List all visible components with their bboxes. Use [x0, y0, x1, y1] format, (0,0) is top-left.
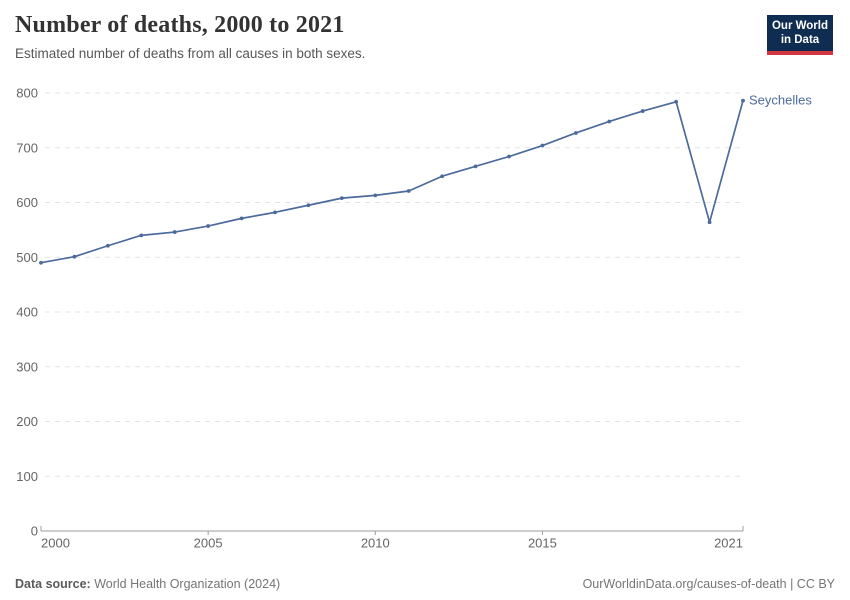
y-tick-label-300: 300	[16, 359, 38, 374]
data-point-2013[interactable]	[473, 164, 478, 169]
page-title: Number of deaths, 2000 to 2021	[15, 12, 345, 38]
x-tick-label-2005: 2005	[194, 536, 223, 551]
data-point-2011[interactable]	[406, 189, 411, 193]
data-point-2006[interactable]	[239, 216, 244, 221]
data-point-2021[interactable]	[741, 98, 745, 103]
x-tick-label-2021: 2021	[714, 536, 743, 551]
data-point-2002[interactable]	[105, 243, 110, 248]
chart-header: Number of deaths, 2000 to 2021 Estimated…	[15, 12, 365, 61]
data-point-2015[interactable]	[540, 143, 545, 148]
x-tick-label-2015: 2015	[528, 536, 557, 551]
y-tick-label-200: 200	[16, 414, 38, 429]
x-tick-label-2000: 2000	[41, 536, 70, 551]
y-tick-label-600: 600	[16, 195, 38, 210]
data-point-2016[interactable]	[573, 131, 578, 135]
data-point-2010[interactable]	[373, 193, 378, 198]
data-point-2000[interactable]	[39, 260, 43, 265]
chart-subtitle: Estimated number of deaths from all caus…	[15, 46, 366, 61]
data-source: Data source: World Health Organization (…	[15, 577, 280, 591]
data-point-2009[interactable]	[339, 196, 344, 201]
y-tick-label-700: 700	[16, 140, 38, 155]
data-point-2012[interactable]	[440, 174, 445, 179]
y-tick-label-100: 100	[16, 469, 38, 484]
data-point-2004[interactable]	[172, 230, 177, 234]
y-tick-label-800: 800	[16, 86, 38, 101]
data-point-2019[interactable]	[674, 99, 679, 104]
data-point-2020[interactable]	[707, 220, 712, 225]
data-point-2014[interactable]	[507, 154, 511, 159]
data-point-2001[interactable]	[72, 254, 77, 259]
data-source-value: World Health Organization (2024)	[94, 577, 281, 591]
data-point-2003[interactable]	[139, 233, 144, 238]
data-point-2018[interactable]	[640, 109, 645, 113]
y-tick-label-500: 500	[16, 250, 38, 265]
owid-logo-line1: Our World	[771, 20, 828, 32]
data-point-2007[interactable]	[273, 210, 277, 215]
data-point-2005[interactable]	[206, 224, 211, 228]
data-line-seychelles[interactable]	[40, 100, 744, 264]
license-url: OurWorldinData.org/causes-of-death | CC …	[582, 577, 835, 591]
x-tick-label-2010: 2010	[361, 536, 390, 551]
series-label-seychelles[interactable]: Seychelles	[749, 93, 812, 108]
line-chart-plot[interactable]: 0 100 200 300 400 500 600 700 800 2000 2005 2010 201…	[0, 85, 850, 560]
chart-footer: Data source: World Health Organization (…	[15, 577, 835, 591]
owid-logo-line2: in Data	[780, 33, 820, 46]
y-tick-label-0: 0	[31, 524, 38, 539]
data-point-2017[interactable]	[607, 119, 612, 124]
data-point-2008[interactable]	[306, 203, 311, 208]
data-source-label: Data source:	[15, 577, 91, 591]
y-tick-label-400: 400	[16, 305, 38, 320]
owid-logo[interactable]: Our World in Data	[767, 15, 833, 55]
